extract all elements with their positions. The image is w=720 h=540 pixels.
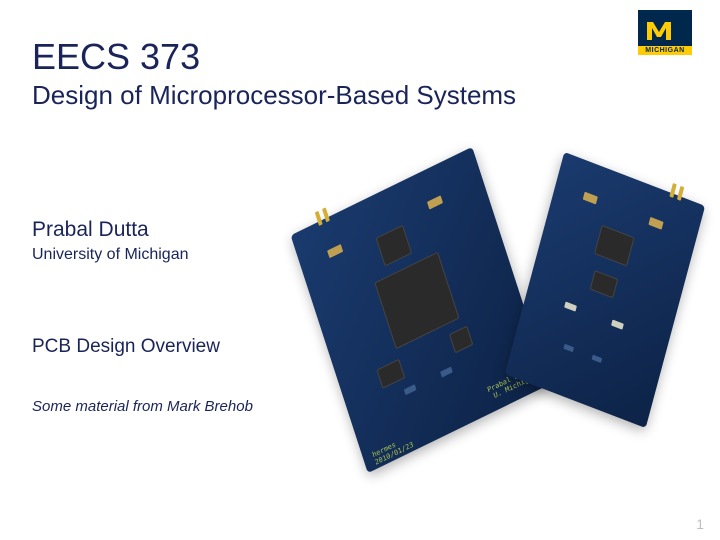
- logo-m-block: [638, 10, 692, 46]
- component-icon: [440, 367, 453, 378]
- component-icon: [583, 192, 598, 205]
- chip-icon: [376, 225, 412, 267]
- chip-icon: [376, 359, 405, 389]
- pin-icon: [322, 207, 330, 222]
- course-title: Design of Microprocessor-Based Systems: [32, 80, 516, 111]
- pcb-board-front: hermes 2010/01/23 Prabal Dutta U. Michig…: [291, 147, 550, 473]
- component-icon: [427, 195, 443, 209]
- component-icon: [592, 355, 603, 363]
- component-icon: [564, 302, 577, 312]
- component-icon: [404, 384, 417, 395]
- author-institution: University of Michigan: [32, 246, 189, 264]
- chip-icon: [449, 326, 473, 354]
- component-icon: [648, 217, 663, 230]
- component-icon: [611, 320, 624, 330]
- pin-icon: [677, 186, 684, 201]
- pcb-image-container: hermes 2010/01/23 Prabal Dutta U. Michig…: [310, 145, 690, 475]
- pin-icon: [315, 211, 323, 226]
- author-name: Prabal Dutta: [32, 218, 149, 242]
- pin-icon: [669, 183, 676, 198]
- m-icon: [645, 14, 685, 42]
- component-icon: [327, 244, 343, 258]
- page-number: 1: [696, 516, 704, 532]
- university-logo: MICHIGAN: [630, 10, 700, 55]
- chip-icon: [590, 270, 619, 298]
- chip-icon: [374, 252, 459, 350]
- lecture-topic: PCB Design Overview: [32, 336, 220, 358]
- course-code: EECS 373: [32, 36, 200, 78]
- chip-icon: [594, 225, 635, 267]
- component-icon: [563, 344, 574, 352]
- logo-text: MICHIGAN: [638, 46, 692, 55]
- credit-line: Some material from Mark Brehob: [32, 398, 253, 415]
